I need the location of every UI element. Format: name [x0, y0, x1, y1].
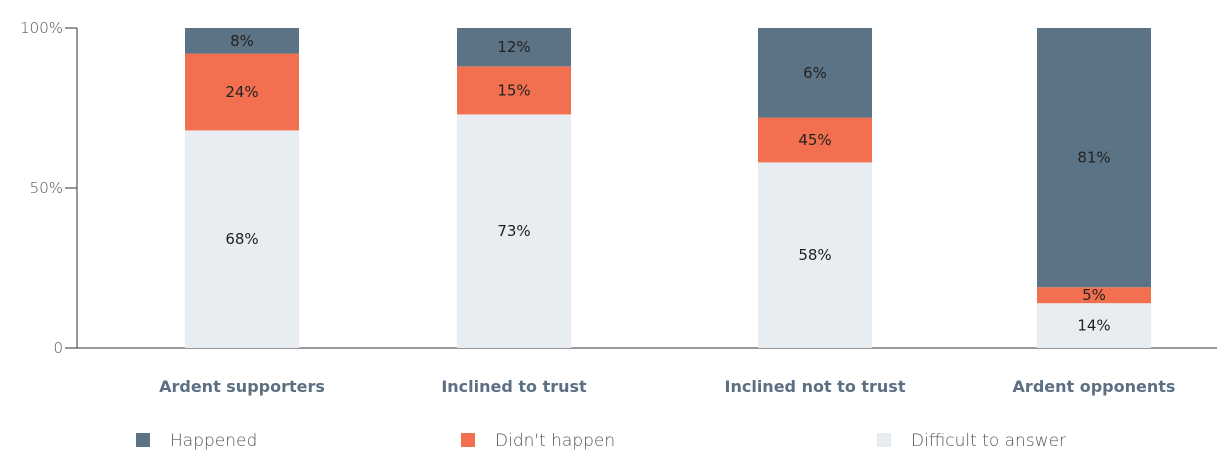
data-label: 45% — [798, 131, 831, 149]
bar-segment — [1037, 287, 1151, 304]
legend-label: Difficult to answer — [911, 431, 1066, 450]
data-label: 6% — [803, 64, 827, 82]
data-label: 5% — [1082, 286, 1106, 304]
category-label: Inclined not to trust — [725, 377, 906, 396]
legend-label: Didn't happen — [495, 431, 615, 450]
data-label: 12% — [497, 38, 530, 56]
bar-segment — [758, 28, 872, 118]
bar-segment — [1037, 28, 1151, 288]
bar-segment — [758, 117, 872, 163]
data-label: 15% — [497, 81, 530, 99]
data-label: 73% — [497, 222, 530, 240]
category-label: Inclined to trust — [441, 377, 587, 396]
bar-segment — [1037, 303, 1151, 348]
data-label: 8% — [230, 32, 254, 50]
category-label: Ardent opponents — [1013, 377, 1176, 396]
data-label: 58% — [798, 246, 831, 264]
bar-segment — [185, 130, 299, 348]
data-label: 24% — [225, 83, 258, 101]
data-label: 14% — [1077, 317, 1110, 335]
legend-label: Happened — [170, 431, 257, 450]
bar-segment — [185, 53, 299, 131]
y-tick-label: 100% — [20, 19, 63, 37]
bar-segment — [457, 66, 571, 115]
legend-swatch — [461, 433, 475, 447]
category-label: Ardent supporters — [159, 377, 325, 396]
bar-segment — [758, 162, 872, 348]
bar-segment — [457, 28, 571, 67]
bar-segment — [457, 114, 571, 349]
bar-segment — [185, 28, 299, 54]
y-tick-label: 0 — [53, 339, 63, 357]
legend-swatch — [136, 433, 150, 447]
y-tick-label: 50% — [30, 179, 63, 197]
data-label: 68% — [225, 230, 258, 248]
data-label: 81% — [1077, 149, 1110, 167]
legend-swatch — [877, 433, 891, 447]
